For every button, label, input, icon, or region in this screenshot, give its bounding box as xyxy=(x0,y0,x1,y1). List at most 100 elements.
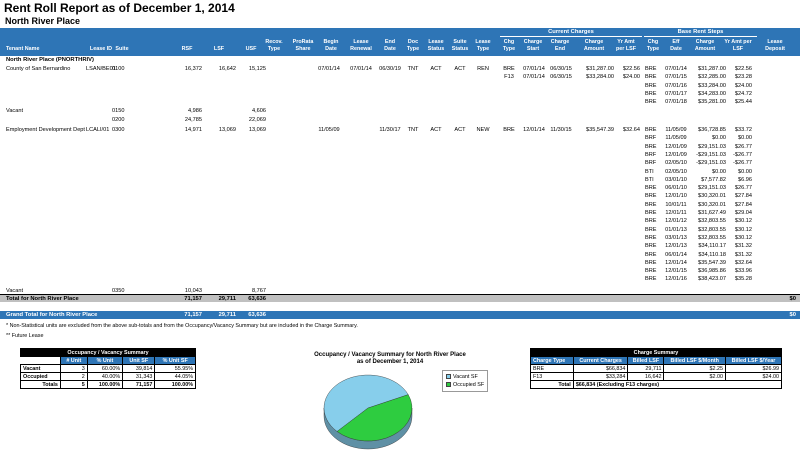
step-date: 11/05/09 xyxy=(665,127,687,133)
step-per-lsf: $30.12 xyxy=(734,226,752,233)
step-date: 11/05/09 xyxy=(665,135,687,142)
column-header-cell: Suite Status xyxy=(451,39,469,52)
table-row: BRE 12/01/12 $32,803.55 $30.12 xyxy=(0,218,800,226)
rsf: 24,785 xyxy=(184,117,202,123)
charge-start: 12/01/14 xyxy=(523,127,545,133)
step-date: 03/01/10 xyxy=(665,176,687,183)
lease-renewal: 07/01/14 xyxy=(350,66,372,72)
charge-cell: $33,284 xyxy=(572,372,629,381)
charge-col: Billed LSF $/Month xyxy=(663,356,726,365)
occupancy-cell: 40.00% xyxy=(86,372,124,381)
column-header-cell: USF xyxy=(245,46,257,52)
step-amount: $35,281.00 xyxy=(698,99,726,106)
step-type: BRE xyxy=(645,276,657,283)
table-row: BTI 03/01/10 $7,577.82 $6.96 xyxy=(0,177,800,185)
column-header: Current Charges Base Rent Steps Tenant N… xyxy=(0,28,800,56)
legend-swatch xyxy=(446,382,451,388)
step-type: BRE xyxy=(645,251,657,258)
grand-total-usf: 63,636 xyxy=(248,312,266,318)
column-header-cell: Lease Renewal xyxy=(350,39,372,52)
total-label: Total for North River Place xyxy=(6,296,79,302)
step-amount: $33,284.00 xyxy=(698,82,726,89)
step-per-lsf: $23.28 xyxy=(734,74,752,81)
occupancy-col: Unit SF xyxy=(122,356,156,365)
charge-cell: $2.25 xyxy=(663,364,726,373)
usf: 22,069 xyxy=(248,117,266,123)
charge-cell: 16,642 xyxy=(627,372,665,381)
note-future-lease: ** Future Lease xyxy=(6,333,44,339)
step-per-lsf: $35.28 xyxy=(734,276,752,283)
occupancy-cell: 5 xyxy=(59,380,88,389)
step-date: 10/01/11 xyxy=(665,201,687,208)
table-row: F13 07/01/14 06/30/15 $33,284.00 $24.00 BRE 07… xyxy=(0,74,800,82)
column-header-cell: Charge Amount xyxy=(583,39,605,52)
step-type: BRE xyxy=(645,259,657,266)
occupancy-cell: Vacant xyxy=(20,364,61,373)
step-date: 07/01/18 xyxy=(665,99,687,106)
step-type: BRF xyxy=(645,160,657,167)
step-date: 07/01/15 xyxy=(665,74,687,81)
occupancy-cell: 44.05% xyxy=(154,372,196,381)
legend-swatch xyxy=(446,374,451,380)
legend-item-occupied: Occupied SF xyxy=(446,381,484,389)
step-amount: $34,110.17 xyxy=(698,243,726,250)
table-row: BRE 12/01/11 $31,627.49 $29.04 xyxy=(0,210,800,218)
charge-col: Current Charges xyxy=(572,356,629,365)
step-amount: -$29,151.03 xyxy=(696,151,726,158)
step-per-lsf: $0.00 xyxy=(738,168,752,175)
column-header-cell: Suite xyxy=(115,46,129,52)
legend-label: Vacant SF xyxy=(453,374,478,380)
charge-amount: $31,287.00 xyxy=(586,66,614,72)
step-date: 06/01/10 xyxy=(665,185,687,192)
step-type: BTI xyxy=(645,176,654,183)
step-type: BRE xyxy=(645,193,657,200)
step-per-lsf: $33.96 xyxy=(734,268,752,275)
table-row: BRF 11/05/09 $0.00 $0.00 xyxy=(0,135,800,143)
table-row: F13 $33,284 16,642 $2.00 $24.00 xyxy=(530,372,783,381)
column-header-cell: Lease Status xyxy=(427,39,445,52)
charge-end: 11/30/15 xyxy=(550,127,572,133)
step-date: 02/05/10 xyxy=(665,168,687,175)
grand-total-deposit: $0 xyxy=(789,312,796,318)
step-type: BRE xyxy=(645,66,657,72)
pie-chart-title: Occupancy / Vacancy Summary for North Ri… xyxy=(300,352,480,366)
table-row: BRE 07/01/18 $35,281.00 $25.44 xyxy=(0,99,800,107)
step-per-lsf: $24.00 xyxy=(734,82,752,89)
end-date: 06/30/19 xyxy=(379,66,401,72)
step-date: 07/01/14 xyxy=(665,66,687,72)
charge-end: 06/30/15 xyxy=(550,74,572,81)
step-type: BRE xyxy=(645,226,657,233)
chart-subtitle: as of December 1, 2014 xyxy=(356,359,424,365)
charge-col: Charge Type xyxy=(530,356,574,365)
column-header-cell: RSF xyxy=(181,46,193,52)
step-per-lsf: $26.77 xyxy=(734,143,752,150)
total-rsf: 71,157 xyxy=(184,296,202,302)
occupancy-col: % Unit xyxy=(86,356,124,365)
step-per-lsf: $27.84 xyxy=(734,193,752,200)
tenant-name: County of San Bernardino xyxy=(6,66,71,72)
table-row: BRE 12/01/09 $29,151.03 $26.77 xyxy=(0,144,800,152)
occupancy-cell: 2 xyxy=(59,372,88,381)
step-amount: $30,320.01 xyxy=(698,201,726,208)
step-type: BRE xyxy=(645,99,657,106)
total-lsf: 29,711 xyxy=(218,296,236,302)
doc-type: TNT xyxy=(407,66,419,72)
step-amount: $34,283.00 xyxy=(698,90,726,97)
step-per-lsf: $33.72 xyxy=(734,127,752,133)
step-date: 07/01/16 xyxy=(665,82,687,89)
column-header-cell: Lease ID xyxy=(89,46,113,52)
step-per-lsf: $25.44 xyxy=(734,99,752,106)
occupancy-cell: 39,814 xyxy=(122,364,156,373)
charge-start: 07/01/14 xyxy=(523,66,545,72)
table-row: BRE 12/01/10 $30,320.01 $27.84 xyxy=(0,193,800,201)
rsf: 16,372 xyxy=(184,66,202,72)
step-type: BRE xyxy=(645,143,657,150)
table-row: BRE 06/01/14 $34,110.18 $31.32 xyxy=(0,252,800,260)
column-header-cell: Doc Type xyxy=(406,39,420,52)
charge-per-lsf: $24.00 xyxy=(622,74,640,81)
charge-cell: 29,711 xyxy=(627,364,665,373)
grand-total-row: Grand Total for North River Place 71,157… xyxy=(0,311,800,319)
table-row: Total $66,834 (Excluding F13 charges) xyxy=(530,380,783,389)
step-per-lsf: $22.56 xyxy=(734,66,752,72)
step-per-lsf: $31.32 xyxy=(734,251,752,258)
